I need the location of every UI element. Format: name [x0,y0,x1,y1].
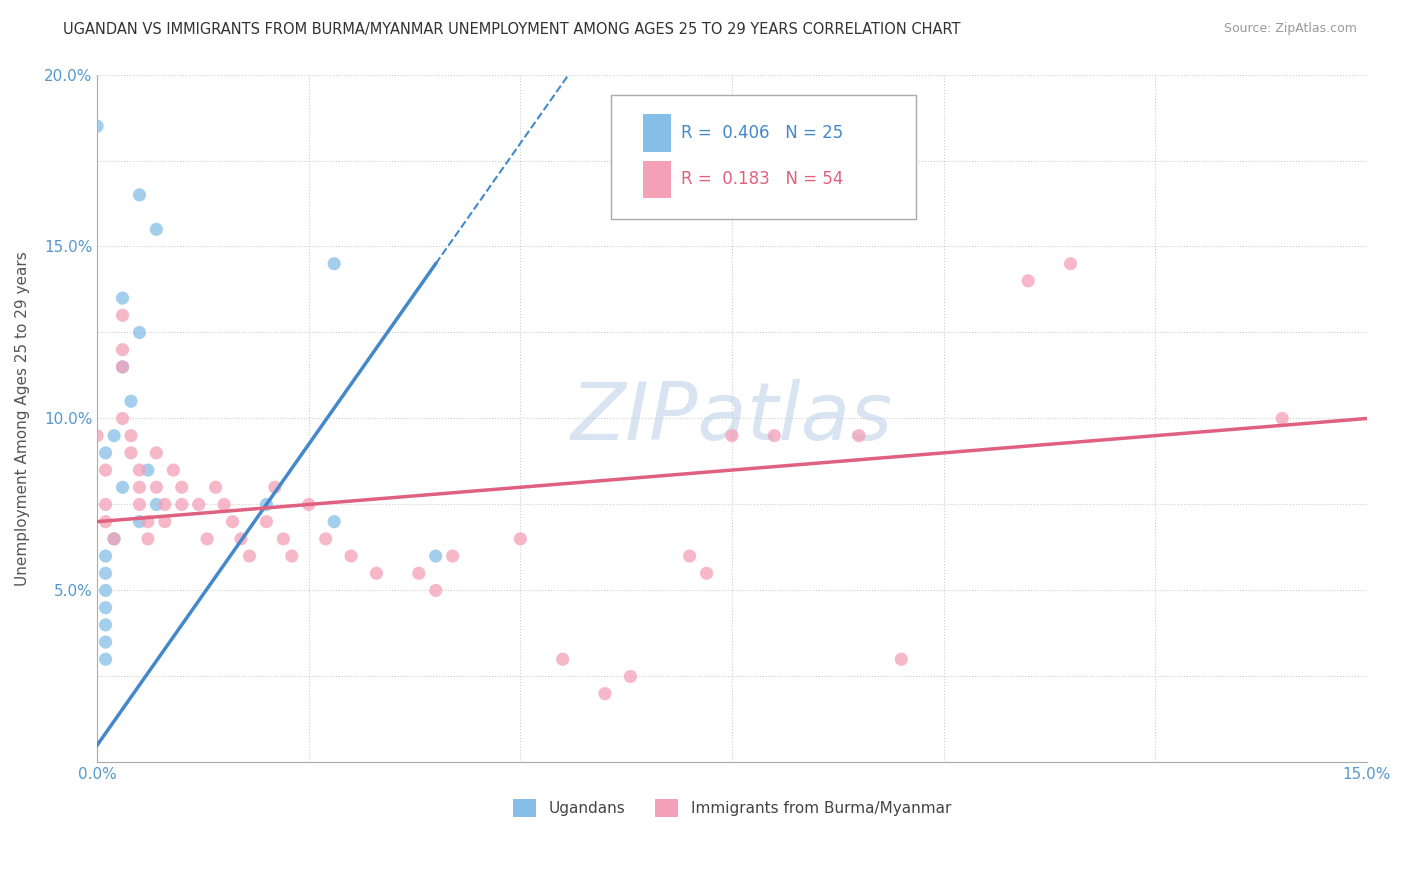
Point [298,498,321,512]
Point [94,583,117,598]
Point [238,549,260,563]
Bar [643,114,671,152]
Point [679,549,702,563]
Point [162,463,184,477]
Point [111,359,134,374]
Point [120,394,142,409]
Point [212,498,235,512]
Point [94,498,117,512]
Point [425,549,447,563]
Point [120,446,142,460]
Point [441,549,464,563]
Point [187,498,209,512]
Point [204,480,226,494]
Point [94,566,117,581]
Point [94,600,117,615]
Point [145,446,167,460]
Point [94,652,117,666]
Point [254,498,277,512]
Text: UGANDAN VS IMMIGRANTS FROM BURMA/MYANMAR UNEMPLOYMENT AMONG AGES 25 TO 29 YEARS : UGANDAN VS IMMIGRANTS FROM BURMA/MYANMAR… [63,22,960,37]
Text: R =  0.406   N = 25: R = 0.406 N = 25 [681,124,844,142]
Point [145,480,167,494]
Text: ZIPatlas: ZIPatlas [571,379,893,458]
Point [128,326,150,340]
Point [619,669,641,683]
Point [593,687,616,701]
Point [120,428,142,442]
Point [221,515,243,529]
Point [323,515,346,529]
Point [128,515,150,529]
Point [323,257,346,271]
Point [264,480,287,494]
Point [111,308,134,322]
Point [136,463,159,477]
Point [340,549,363,563]
Point [94,549,117,563]
Point [94,618,117,632]
Legend: Ugandans, Immigrants from Burma/Myanmar: Ugandans, Immigrants from Burma/Myanmar [508,793,957,823]
Point [145,222,167,236]
Point [1017,274,1039,288]
Point [128,188,150,202]
Point [103,532,125,546]
FancyBboxPatch shape [612,95,917,219]
Point [1059,257,1081,271]
Point [94,463,117,477]
Text: R =  0.183   N = 54: R = 0.183 N = 54 [681,170,844,188]
Point [315,532,337,546]
Point [128,463,150,477]
Point [763,428,786,442]
Point [136,532,159,546]
Point [195,532,218,546]
Point [366,566,388,581]
Point [111,359,134,374]
Point [86,119,108,133]
Point [1271,411,1294,425]
Point [111,291,134,305]
Point [153,515,176,529]
Point [103,428,125,442]
Point [128,480,150,494]
Point [281,549,304,563]
Point [696,566,718,581]
Y-axis label: Unemployment Among Ages 25 to 29 years: Unemployment Among Ages 25 to 29 years [15,252,30,586]
Point [94,635,117,649]
Text: Source: ZipAtlas.com: Source: ZipAtlas.com [1223,22,1357,36]
Point [103,532,125,546]
Point [145,498,167,512]
Point [425,583,447,598]
Point [170,498,193,512]
Point [111,343,134,357]
Point [721,428,744,442]
Point [128,498,150,512]
Point [111,411,134,425]
Point [509,532,531,546]
Point [273,532,295,546]
Point [153,498,176,512]
Point [890,652,912,666]
Point [229,532,252,546]
Point [848,428,870,442]
Point [170,480,193,494]
Point [94,515,117,529]
Point [94,446,117,460]
Point [551,652,574,666]
Point [408,566,430,581]
Point [136,515,159,529]
Point [254,515,277,529]
Point [86,428,108,442]
Bar [643,161,671,198]
Point [111,480,134,494]
